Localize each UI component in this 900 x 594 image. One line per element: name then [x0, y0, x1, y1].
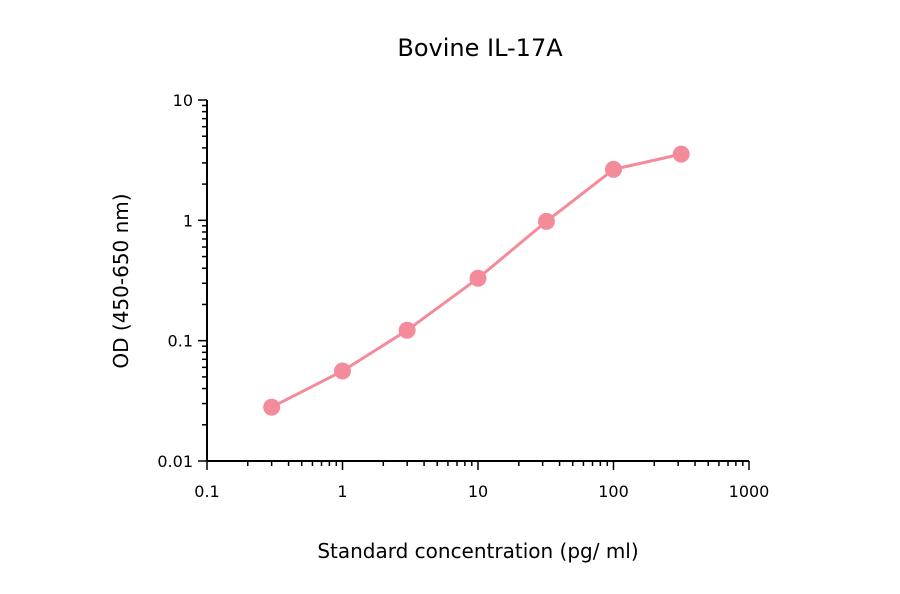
y-tick-label: 10	[173, 91, 193, 110]
data-point	[398, 321, 416, 339]
y-tick-label: 0.1	[168, 332, 193, 351]
x-tick-label: 1000	[729, 482, 770, 501]
chart-title: Bovine IL-17A	[397, 34, 563, 62]
ticks	[198, 99, 750, 470]
data-point	[263, 398, 281, 416]
x-tick-label: 0.1	[194, 482, 219, 501]
data-point	[672, 145, 690, 163]
data-point	[469, 269, 487, 287]
y-tick-label: 1	[183, 211, 193, 230]
y-axis-label: OD (450-650 nm)	[109, 193, 133, 368]
x-tick-label: 1	[337, 482, 347, 501]
x-tick-label: 100	[598, 482, 629, 501]
data-point	[605, 160, 622, 178]
y-tick-label: 0.01	[157, 452, 193, 471]
x-tick-label: 10	[468, 482, 488, 501]
data-point	[334, 362, 351, 380]
series	[263, 145, 690, 416]
data-point	[537, 212, 555, 230]
x-axis-label: Standard concentration (pg/ ml)	[317, 539, 638, 563]
